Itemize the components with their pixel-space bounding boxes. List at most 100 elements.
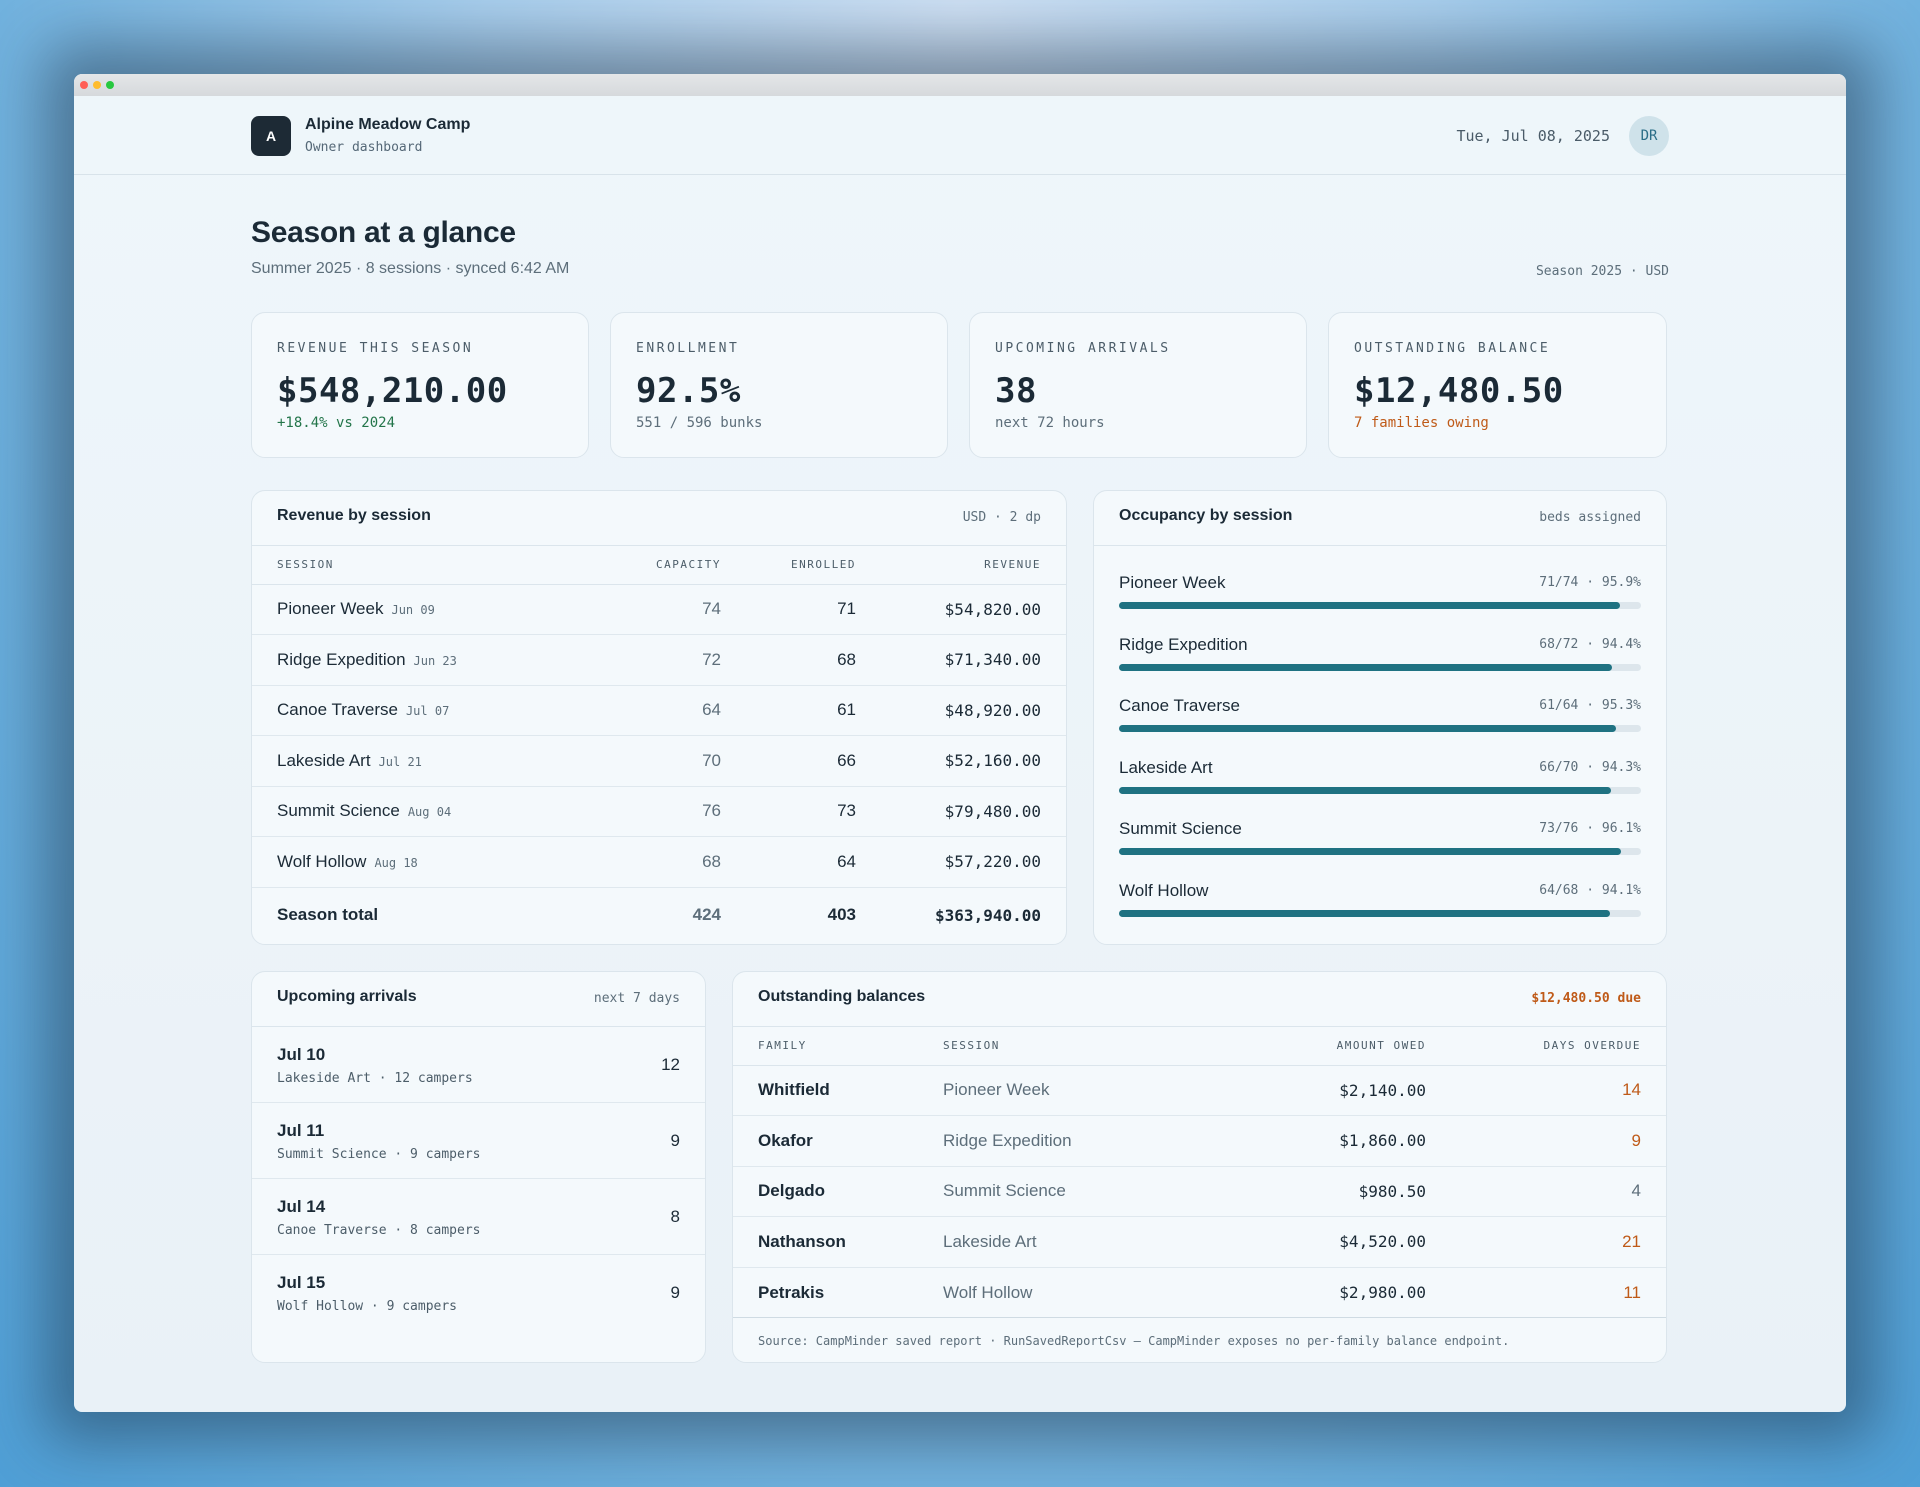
capacity-cell: 64 bbox=[601, 685, 721, 736]
capacity-cell: 68 bbox=[601, 836, 721, 888]
maximize-window-button[interactable] bbox=[106, 81, 114, 89]
family-cell: Whitfield bbox=[733, 1065, 943, 1116]
revenue-cell: $52,160.00 bbox=[856, 735, 1066, 787]
table-row[interactable]: Ridge Expedition Jun 23 72 68 $71,340.00 bbox=[252, 634, 1066, 686]
session-name: Pioneer Week bbox=[277, 599, 384, 619]
kpi-label: ENROLLMENT bbox=[636, 341, 740, 356]
panel-meta: USD · 2 dp bbox=[962, 510, 1041, 525]
session-date: Jun 09 bbox=[391, 603, 435, 618]
amount-owed-cell: $980.50 bbox=[1246, 1166, 1426, 1217]
arrival-count: 9 bbox=[670, 1283, 680, 1302]
kpi-label: OUTSTANDING BALANCE bbox=[1354, 341, 1551, 356]
table-row[interactable]: Lakeside Art Jul 21 70 66 $52,160.00 bbox=[252, 735, 1066, 787]
arrival-detail: Canoe Traverse · 8 campers bbox=[277, 1223, 481, 1238]
family-cell: Delgado bbox=[733, 1166, 943, 1217]
table-row[interactable]: Petrakis Wolf Hollow $2,980.00 11 bbox=[733, 1267, 1666, 1318]
data-source-footnote: Source: CampMinder saved report · RunSav… bbox=[758, 1334, 1510, 1348]
column-header[interactable]: FAMILY bbox=[733, 1027, 943, 1066]
table-row[interactable]: Canoe Traverse Jul 07 64 61 $48,920.00 bbox=[252, 685, 1066, 736]
session-date: Jun 23 bbox=[413, 653, 457, 668]
occupancy-bar-track bbox=[1119, 848, 1641, 855]
arrival-detail: Lakeside Art · 12 campers bbox=[277, 1071, 473, 1086]
column-header[interactable]: SESSION bbox=[943, 1027, 1246, 1066]
page-subtitle: Summer 2025 · 8 sessions · synced 6:42 A… bbox=[251, 260, 570, 277]
occupancy-row: Pioneer Week 71/74 · 95.9% bbox=[1119, 573, 1641, 623]
amount-owed-cell: $4,520.00 bbox=[1246, 1216, 1426, 1268]
occupancy-row: Summit Science 73/76 · 96.1% bbox=[1119, 819, 1641, 869]
amount-owed-cell: $2,980.00 bbox=[1339, 1283, 1426, 1302]
user-avatar[interactable]: DR bbox=[1629, 116, 1669, 156]
session-date: Jul 21 bbox=[378, 754, 422, 769]
days-overdue-cell: 14 bbox=[1426, 1065, 1666, 1116]
session-cell: Lakeside Art bbox=[943, 1216, 1246, 1268]
table-row[interactable]: Whitfield Pioneer Week $2,140.00 14 bbox=[733, 1065, 1666, 1116]
session-cell: Ridge Expedition Jun 23 bbox=[252, 634, 601, 686]
revenue-panel: Revenue by session USD · 2 dp SESSION CA… bbox=[251, 490, 1067, 945]
panel-title: Revenue by session bbox=[277, 507, 431, 524]
column-header[interactable]: AMOUNT OWED bbox=[1246, 1027, 1426, 1066]
table-row[interactable]: Okafor Ridge Expedition $1,860.00 9 bbox=[733, 1115, 1666, 1167]
table-row[interactable]: Summit Science Aug 04 76 73 $79,480.00 bbox=[252, 786, 1066, 837]
kpi-sub: next 72 hours bbox=[995, 415, 1105, 431]
occupancy-panel: Occupancy by session beds assigned Pione… bbox=[1093, 490, 1667, 945]
total-revenue: $363,940.00 bbox=[935, 905, 1041, 925]
occupancy-value: 71/74 · 95.9% bbox=[1539, 575, 1641, 590]
session-date: Jul 07 bbox=[405, 704, 450, 719]
occupancy-bar-track bbox=[1119, 786, 1641, 794]
dashboard-subtitle: Owner dashboard bbox=[305, 140, 423, 155]
arrival-date: Jul 10 bbox=[277, 1045, 326, 1064]
close-window-button[interactable] bbox=[80, 81, 88, 89]
column-header[interactable]: REVENUE bbox=[856, 546, 1066, 585]
capacity-cell: 76 bbox=[601, 786, 721, 837]
arrival-row[interactable]: Jul 11 Summit Science · 9 campers 9 bbox=[252, 1103, 705, 1179]
column-header[interactable]: ENROLLED bbox=[721, 546, 856, 585]
revenue-cell: $48,920.00 bbox=[856, 685, 1066, 736]
column-header[interactable]: SESSION bbox=[252, 546, 601, 585]
table-row[interactable]: Pioneer Week Jun 09 74 71 $54,820.00 bbox=[252, 584, 1066, 635]
arrival-row[interactable]: Jul 15 Wolf Hollow · 9 campers 9 bbox=[252, 1255, 705, 1331]
enrolled-cell: 68 bbox=[721, 634, 856, 686]
occupancy-value: 73/76 · 96.1% bbox=[1539, 821, 1641, 836]
column-header[interactable]: DAYS OVERDUE bbox=[1426, 1027, 1666, 1066]
session-date: Aug 04 bbox=[407, 805, 452, 820]
session-cell: Wolf Hollow bbox=[943, 1282, 1033, 1302]
arrival-row[interactable]: Jul 14 Canoe Traverse · 8 campers 8 bbox=[252, 1179, 705, 1255]
enrolled-cell: 61 bbox=[721, 685, 856, 736]
occupancy-session-name: Pioneer Week bbox=[1119, 573, 1226, 592]
revenue-cell: $57,220.00 bbox=[856, 836, 1066, 888]
total-label: Season total bbox=[277, 905, 379, 925]
camp-logo[interactable]: A bbox=[251, 116, 291, 156]
session-name: Lakeside Art bbox=[277, 750, 371, 770]
days-overdue-cell: 11 bbox=[1623, 1282, 1641, 1302]
arrival-row[interactable]: Jul 10 Lakeside Art · 12 campers 12 bbox=[252, 1027, 705, 1103]
kpi-value: 38 bbox=[995, 371, 1037, 411]
arrival-detail: Summit Science · 9 campers bbox=[277, 1147, 481, 1162]
occupancy-bar-fill bbox=[1119, 663, 1612, 671]
kpi-card-balance: OUTSTANDING BALANCE $12,480.50 7 familie… bbox=[1328, 312, 1667, 458]
occupancy-session-name: Ridge Expedition bbox=[1119, 634, 1248, 654]
total-enrolled: 403 bbox=[827, 905, 856, 925]
kpi-label: UPCOMING ARRIVALS bbox=[995, 341, 1171, 356]
occupancy-value: 64/68 · 94.1% bbox=[1539, 882, 1641, 898]
panel-meta: beds assigned bbox=[1539, 510, 1641, 525]
minimize-window-button[interactable] bbox=[93, 81, 101, 89]
kpi-value: $548,210.00 bbox=[277, 371, 508, 411]
arrival-date: Jul 14 bbox=[277, 1197, 326, 1216]
revenue-cell: $71,340.00 bbox=[856, 634, 1066, 686]
kpi-label: REVENUE THIS SEASON bbox=[277, 341, 474, 356]
table-row[interactable]: Delgado Summit Science $980.50 4 bbox=[733, 1166, 1666, 1217]
enrolled-cell: 73 bbox=[721, 786, 856, 837]
column-header[interactable]: CAPACITY bbox=[601, 546, 721, 585]
table-row[interactable]: Nathanson Lakeside Art $4,520.00 21 bbox=[733, 1216, 1666, 1268]
table-row[interactable]: Wolf Hollow Aug 18 68 64 $57,220.00 bbox=[252, 836, 1066, 888]
occupancy-bar-fill bbox=[1119, 602, 1620, 609]
occupancy-bar-fill bbox=[1119, 909, 1611, 917]
occupancy-row: Canoe Traverse 61/64 · 95.3% bbox=[1119, 696, 1641, 746]
occupancy-bar-fill bbox=[1119, 848, 1621, 855]
window-titlebar bbox=[74, 74, 1846, 96]
kpi-sub: 7 families owing bbox=[1354, 415, 1489, 431]
session-cell: Summit Science Aug 04 bbox=[252, 786, 601, 837]
occupancy-session-name: Summit Science bbox=[1119, 819, 1242, 838]
revenue-table: SESSION CAPACITY ENROLLED REVENUE Pionee… bbox=[252, 546, 1066, 943]
kpi-card-arrivals: UPCOMING ARRIVALS 38 next 72 hours bbox=[969, 312, 1307, 458]
